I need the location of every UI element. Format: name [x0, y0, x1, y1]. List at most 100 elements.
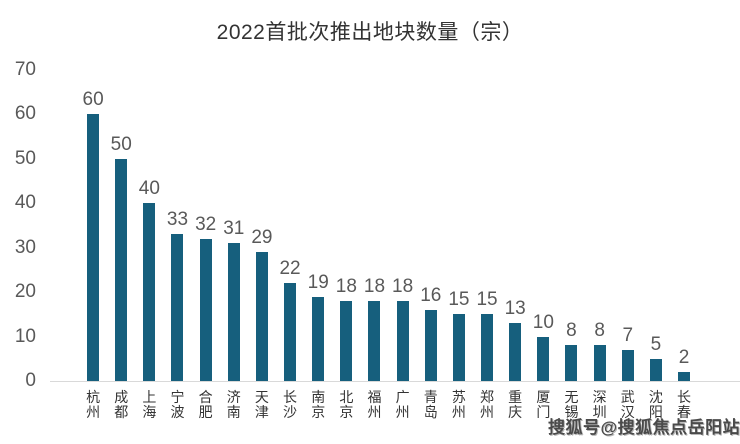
- bar-value-label: 8: [594, 320, 605, 342]
- bar-value-label: 15: [448, 289, 470, 311]
- y-tick-label: 10: [14, 325, 36, 347]
- bar-column: 15: [445, 70, 473, 381]
- x-tick-label: 宁波: [170, 389, 185, 420]
- bar: [340, 301, 353, 381]
- x-tick-label: 重庆: [508, 389, 523, 420]
- bar: [255, 252, 268, 381]
- bar-value-label: 16: [420, 284, 442, 306]
- bar-column: 60: [79, 70, 107, 381]
- x-tick-label: 郑州: [480, 389, 495, 420]
- bar-value-label: 19: [307, 271, 329, 293]
- bar-column: 7: [614, 70, 642, 381]
- bar-column: 16: [417, 70, 445, 381]
- bar-column: 8: [586, 70, 614, 381]
- bar-value-label: 13: [504, 298, 526, 320]
- bar-column: 31: [220, 70, 248, 381]
- bar-column: 13: [501, 70, 529, 381]
- bar-value-label: 60: [82, 89, 104, 111]
- x-tick-label: 沈阳: [648, 389, 663, 420]
- x-tick-label: 无锡: [564, 389, 579, 420]
- bar: [115, 158, 128, 381]
- chart-title: 2022首批次推出地块数量（宗）: [216, 21, 524, 44]
- y-tick-label: 30: [14, 236, 36, 258]
- y-tick-label: 0: [25, 370, 36, 391]
- bar: [227, 243, 240, 381]
- bar-column: 2: [670, 70, 698, 381]
- bar-value-label: 15: [476, 289, 498, 311]
- bar-column: 22: [276, 70, 304, 381]
- bar-value-label: 10: [532, 311, 554, 333]
- bar-column: 10: [529, 70, 557, 381]
- bar-column: 50: [107, 70, 135, 381]
- bar: [143, 203, 156, 381]
- bar-value-label: 22: [279, 258, 301, 280]
- bar-value-label: 18: [392, 276, 414, 298]
- bar: [312, 296, 325, 381]
- y-tick-label: 50: [14, 147, 36, 169]
- x-tick-label: 南京: [311, 389, 326, 420]
- x-tick-label: 长沙: [283, 389, 298, 420]
- bar: [87, 114, 100, 381]
- x-tick-label: 广州: [395, 389, 410, 420]
- y-tick-label: 40: [14, 192, 36, 214]
- bar: [593, 345, 606, 381]
- bar-column: 18: [389, 70, 417, 381]
- bar: [649, 358, 662, 381]
- bar-value-label: 31: [223, 218, 245, 240]
- bar-value-label: 33: [166, 209, 189, 231]
- x-tick-label: 上海: [142, 389, 157, 420]
- bar: [452, 314, 465, 381]
- bar-value-label: 40: [138, 178, 160, 200]
- x-tick-label: 合肥: [198, 389, 213, 420]
- bar: [424, 309, 437, 381]
- x-tick-label: 苏州: [451, 389, 466, 420]
- bar-value-label: 5: [650, 333, 662, 355]
- bar-column: 18: [332, 70, 360, 381]
- bar: [565, 345, 578, 381]
- x-tick-label: 青岛: [423, 389, 438, 420]
- bar-column: 15: [473, 70, 501, 381]
- bar: [621, 349, 634, 381]
- y-tick-label: 60: [14, 103, 36, 125]
- x-tick-label: 北京: [339, 389, 354, 420]
- bar-column: 5: [642, 70, 670, 381]
- x-tick-label: 杭州: [86, 389, 101, 420]
- y-tick-label: 70: [14, 59, 36, 80]
- bar: [537, 336, 550, 381]
- bar-column: 32: [192, 70, 220, 381]
- x-tick-label: 长春: [677, 389, 692, 420]
- bar: [678, 372, 691, 381]
- watermark: 搜狐号@搜狐焦点岳阳站: [548, 418, 740, 437]
- bar: [368, 301, 381, 381]
- x-tick-label: 深圳: [592, 389, 607, 420]
- x-axis-labels: 杭州成都上海宁波合肥济南天津长沙南京北京福州广州青岛苏州郑州重庆厦门无锡深圳武汉…: [79, 390, 698, 420]
- x-tick-label: 天津: [254, 389, 269, 420]
- bar-value-label: 7: [622, 324, 634, 346]
- bar-value-label: 8: [566, 320, 577, 342]
- bar-column: 8: [557, 70, 585, 381]
- bar-value-label: 2: [678, 347, 690, 369]
- x-tick-label: 成都: [114, 389, 129, 420]
- bar-value-label: 18: [335, 276, 357, 298]
- bar-column: 33: [163, 70, 191, 381]
- bar: [509, 323, 522, 381]
- bar-column: 40: [135, 70, 163, 381]
- bar: [199, 238, 212, 381]
- bar: [171, 234, 184, 381]
- bar-value-label: 29: [251, 227, 273, 249]
- bar-column: 29: [248, 70, 276, 381]
- bar-value-label: 18: [363, 276, 386, 298]
- x-axis-line: [50, 381, 740, 382]
- bar-value-label: 32: [195, 213, 217, 235]
- bar-column: 19: [304, 70, 332, 381]
- x-tick-label: 福州: [367, 389, 382, 420]
- x-tick-label: 厦门: [536, 389, 551, 420]
- y-tick-label: 20: [14, 281, 36, 303]
- bar-column: 18: [360, 70, 388, 381]
- x-tick-label: 济南: [226, 389, 241, 420]
- bars: 60 50 40 33 32 31 29 22 19 18 18 18 16 15 15 13 10 8 8 7 5 2: [79, 70, 698, 381]
- bar-value-label: 50: [110, 133, 132, 155]
- bar: [396, 301, 409, 381]
- x-tick-label: 武汉: [620, 389, 635, 420]
